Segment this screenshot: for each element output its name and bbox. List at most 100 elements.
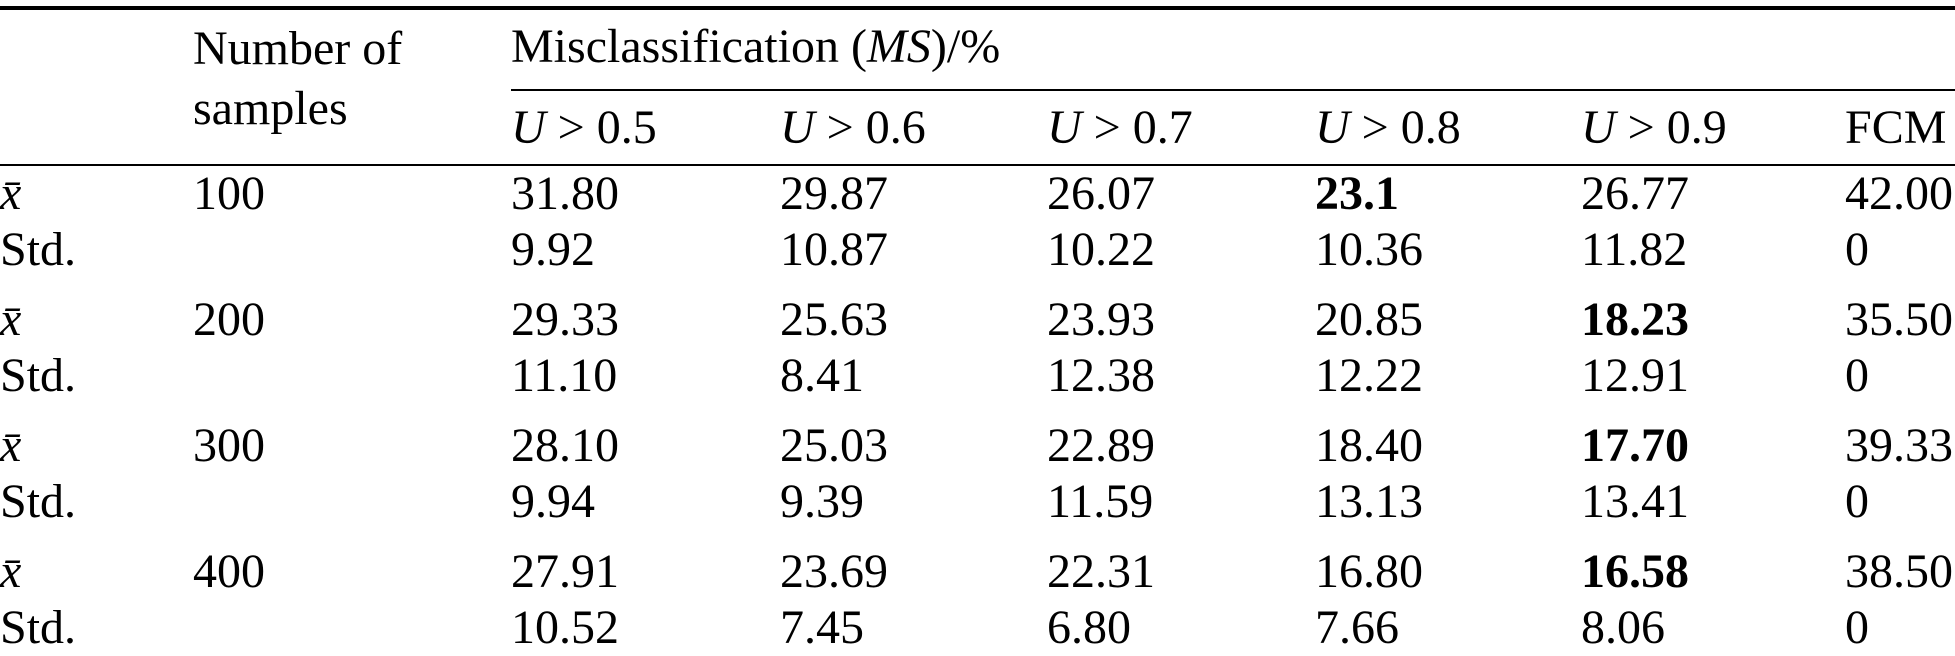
sub-header-row: U > 0.5 U > 0.6 U > 0.7 U > 0.8 U > 0.9 … — [0, 90, 1955, 166]
value-cell: 22.31 — [1047, 545, 1155, 599]
value-cell: 11.10 — [511, 349, 618, 403]
samples-count — [193, 600, 511, 656]
misclassification-table: Number of samples Misclassification (MS)… — [0, 6, 1955, 656]
row-stat-label: x̄ — [0, 167, 22, 221]
samples-count: 100 — [193, 167, 265, 221]
value-cell: 9.94 — [511, 475, 595, 529]
value-cell: 31.80 — [511, 167, 619, 221]
value-cell: 18.40 — [1315, 419, 1423, 473]
column-threshold: > 0.9 — [1615, 100, 1727, 154]
value-cell: 23.69 — [780, 545, 888, 599]
column-threshold: FCM — [1845, 100, 1947, 154]
value-cell-best: 16.58 — [1581, 545, 1689, 599]
value-cell: 11.82 — [1581, 223, 1688, 277]
table-header: Number of samples Misclassification (MS)… — [0, 8, 1955, 166]
corner-cell — [0, 8, 193, 166]
column-header-fcm: FCM — [1845, 90, 1955, 166]
row-stat-label: x̄ — [0, 293, 22, 347]
table-row-mean-100: x̄ 100 31.80 29.87 26.07 23.1 26.77 42.0… — [0, 165, 1955, 222]
value-cell: 12.38 — [1047, 349, 1155, 403]
value-cell: 6.80 — [1047, 601, 1131, 655]
column-header-u09: U > 0.9 — [1581, 90, 1845, 166]
value-cell: 9.39 — [780, 475, 864, 529]
samples-count: 300 — [193, 419, 265, 473]
value-cell: 10.87 — [780, 223, 888, 277]
value-cell-best: 23.1 — [1315, 167, 1399, 221]
value-cell: 8.06 — [1581, 601, 1665, 655]
value-cell: 39.33 — [1845, 419, 1953, 473]
value-cell: 0 — [1845, 223, 1869, 277]
column-threshold: > 0.6 — [814, 100, 926, 154]
row-stat-label: x̄ — [0, 545, 22, 599]
value-cell: 11.59 — [1047, 475, 1154, 529]
column-variable: U — [1315, 100, 1350, 154]
table-body: x̄ 100 31.80 29.87 26.07 23.1 26.77 42.0… — [0, 165, 1955, 656]
column-threshold: > 0.8 — [1349, 100, 1461, 154]
column-threshold: > 0.7 — [1081, 100, 1193, 154]
table-row-std-100: Std. 9.92 10.87 10.22 10.36 11.82 0 — [0, 222, 1955, 278]
value-cell: 28.10 — [511, 419, 619, 473]
column-variable: U — [1581, 100, 1616, 154]
value-cell: 22.89 — [1047, 419, 1155, 473]
table-row-mean-400: x̄ 400 27.91 23.69 22.31 16.80 16.58 38.… — [0, 530, 1955, 600]
value-cell: 25.63 — [780, 293, 888, 347]
value-cell: 27.91 — [511, 545, 619, 599]
value-cell-best: 18.23 — [1581, 293, 1689, 347]
misclassification-group-header: Misclassification (MS)/% — [511, 8, 1955, 91]
column-header-u06: U > 0.6 — [780, 90, 1047, 166]
row-stat-label: Std. — [0, 601, 77, 655]
value-cell: 0 — [1845, 601, 1869, 655]
value-cell: 29.33 — [511, 293, 619, 347]
value-cell: 0 — [1845, 349, 1869, 403]
value-cell: 10.36 — [1315, 223, 1423, 277]
value-cell: 8.41 — [780, 349, 864, 403]
value-cell: 29.87 — [780, 167, 888, 221]
value-cell: 0 — [1845, 475, 1869, 529]
value-cell: 7.45 — [780, 601, 864, 655]
row-stat-label: Std. — [0, 223, 77, 277]
row-stat-label: x̄ — [0, 419, 22, 473]
row-stat-label: Std. — [0, 475, 77, 529]
value-cell: 13.41 — [1581, 475, 1689, 529]
column-header-u08: U > 0.8 — [1315, 90, 1581, 166]
value-cell: 9.92 — [511, 223, 595, 277]
column-threshold: > 0.5 — [545, 100, 657, 154]
group-header-suffix: )/% — [930, 20, 1001, 73]
samples-count — [193, 474, 511, 530]
column-variable: U — [511, 100, 546, 154]
value-cell: 23.93 — [1047, 293, 1155, 347]
value-cell: 38.50 — [1845, 545, 1953, 599]
value-cell: 13.13 — [1315, 475, 1423, 529]
value-cell: 25.03 — [780, 419, 888, 473]
table-row-std-200: Std. 11.10 8.41 12.38 12.22 12.91 0 — [0, 348, 1955, 404]
value-cell: 10.22 — [1047, 223, 1155, 277]
group-header-ms-abbrev: MS — [866, 20, 931, 73]
samples-count — [193, 348, 511, 404]
column-variable: U — [780, 100, 815, 154]
value-cell: 12.91 — [1581, 349, 1689, 403]
value-cell: 12.22 — [1315, 349, 1423, 403]
value-cell: 7.66 — [1315, 601, 1399, 655]
value-cell: 35.50 — [1845, 293, 1953, 347]
value-cell: 20.85 — [1315, 293, 1423, 347]
value-cell: 42.00 — [1845, 167, 1953, 221]
samples-column-header: Number of samples — [193, 8, 511, 166]
table-row-mean-200: x̄ 200 29.33 25.63 23.93 20.85 18.23 35.… — [0, 278, 1955, 348]
group-header-prefix: Misclassification ( — [511, 20, 867, 73]
column-header-u07: U > 0.7 — [1047, 90, 1315, 166]
group-header-row: Number of samples Misclassification (MS)… — [0, 8, 1955, 166]
value-cell: 26.77 — [1581, 167, 1689, 221]
samples-count: 400 — [193, 545, 265, 599]
value-cell-best: 17.70 — [1581, 419, 1689, 473]
samples-count: 200 — [193, 293, 265, 347]
column-variable: U — [1047, 100, 1082, 154]
column-header-u05: U > 0.5 — [511, 90, 780, 166]
table-row-std-400: Std. 10.52 7.45 6.80 7.66 8.06 0 — [0, 600, 1955, 656]
row-stat-label: Std. — [0, 349, 77, 403]
value-cell: 10.52 — [511, 601, 619, 655]
table-row-std-300: Std. 9.94 9.39 11.59 13.13 13.41 0 — [0, 474, 1955, 530]
samples-count — [193, 222, 511, 278]
table-row-mean-300: x̄ 300 28.10 25.03 22.89 18.40 17.70 39.… — [0, 404, 1955, 474]
value-cell: 16.80 — [1315, 545, 1423, 599]
